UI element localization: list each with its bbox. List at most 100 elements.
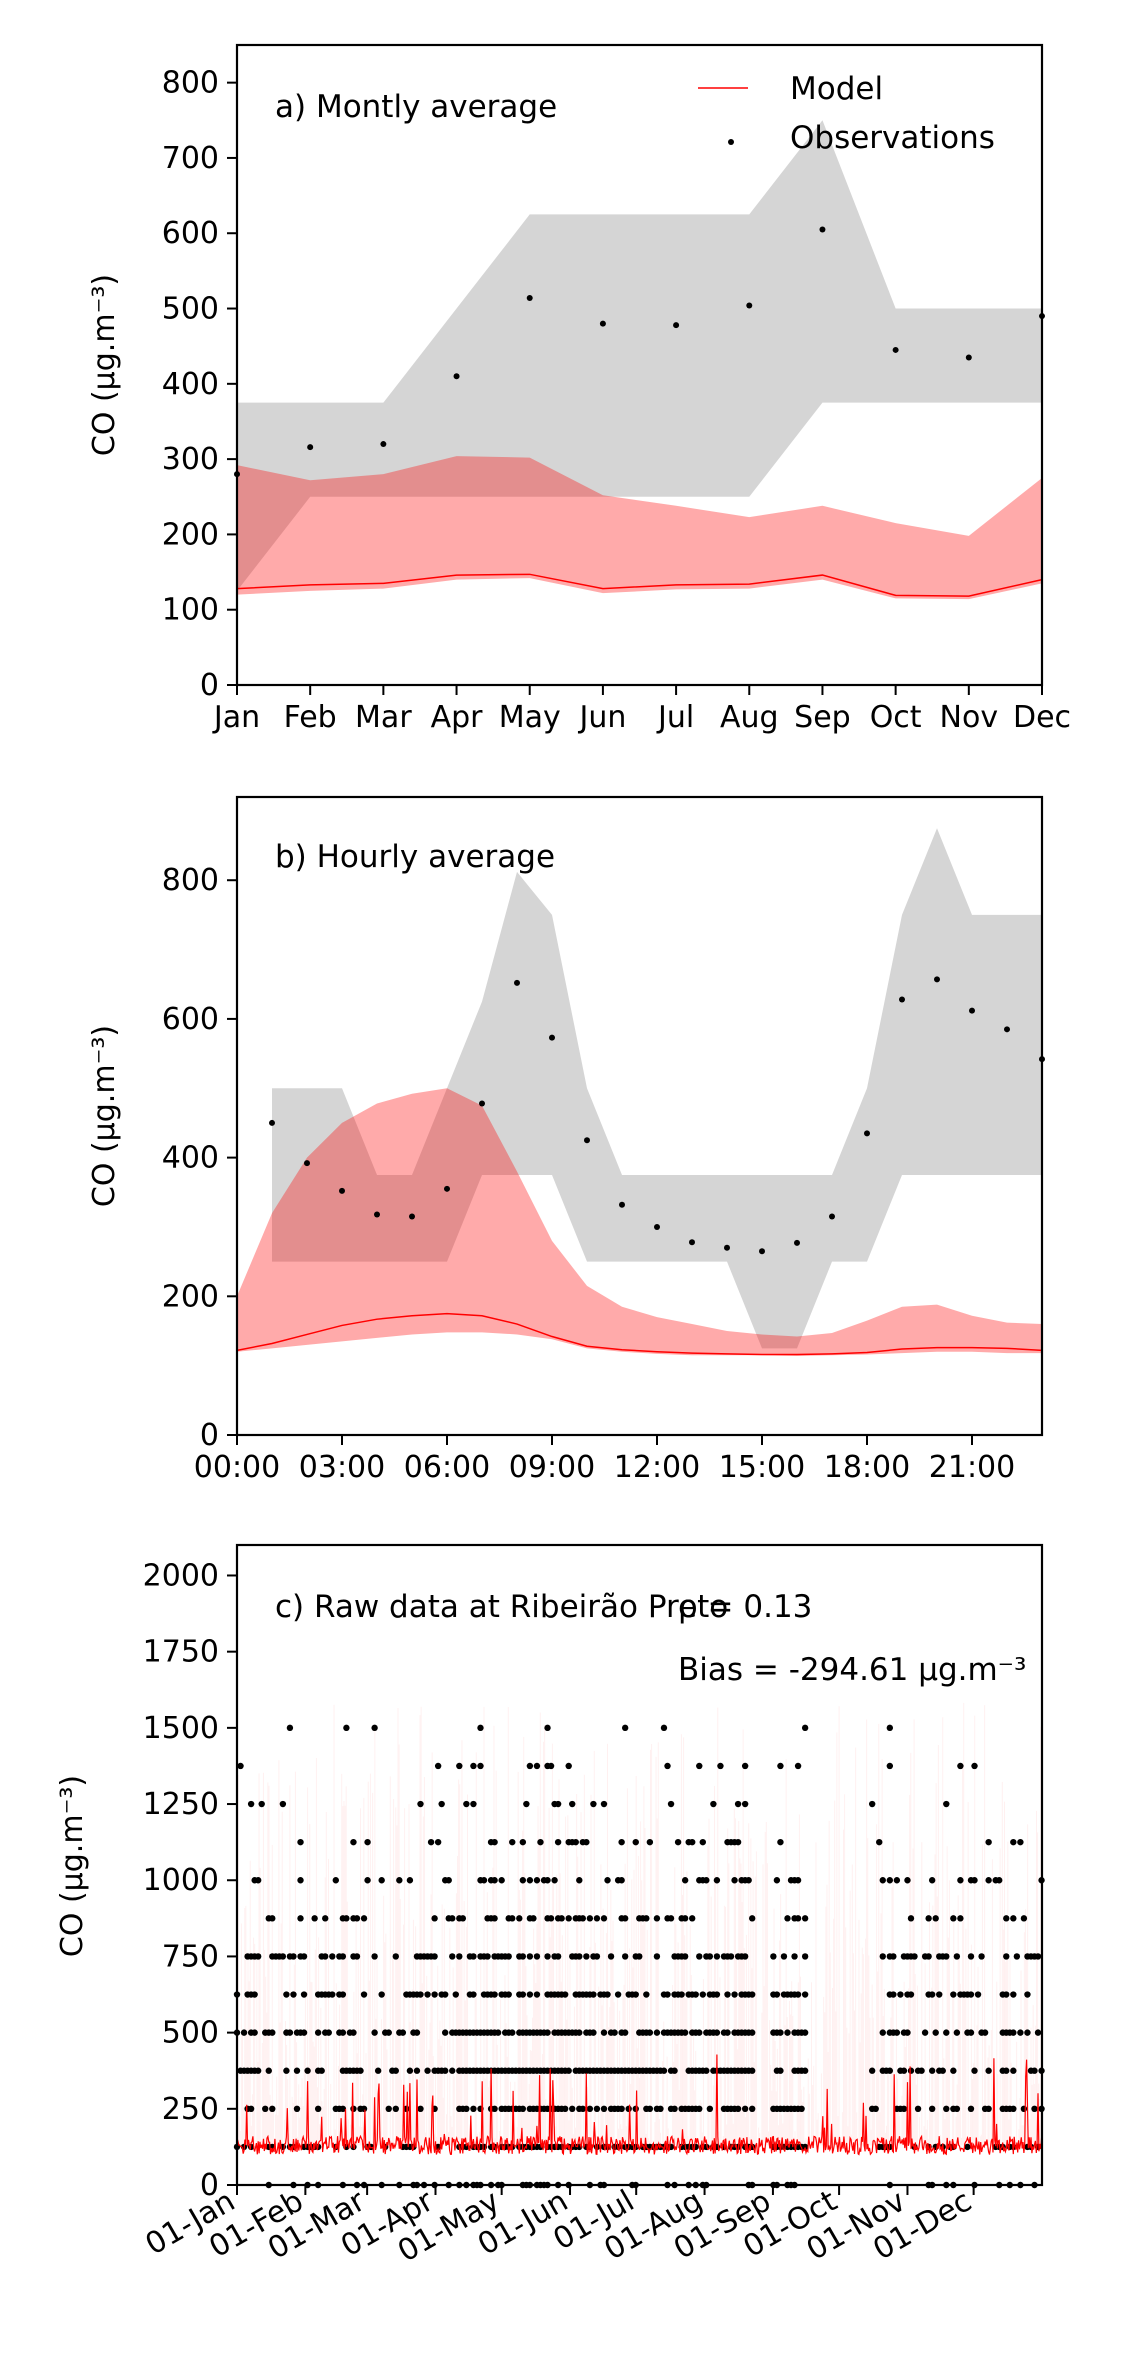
observation-point: [741, 1800, 749, 1808]
observation-point: [794, 1239, 800, 1246]
observation-point: [607, 1953, 615, 1960]
y-tick-label: 1250: [143, 1787, 219, 1822]
observation-point: [519, 1877, 527, 1884]
x-tick-label: 03:00: [299, 1450, 385, 1485]
legend-observations-label: Observations: [790, 120, 995, 156]
observation-point: [579, 1915, 587, 1922]
observation-point: [879, 1877, 886, 1884]
observation-point: [269, 2029, 276, 2036]
observation-point: [519, 1953, 527, 1960]
observation-point: [1031, 2067, 1038, 2074]
observation-point: [777, 2029, 784, 2036]
observation-point: [890, 1991, 897, 1998]
observation-point: [593, 1915, 601, 1922]
observation-point: [971, 1877, 978, 1884]
observation-point: [463, 2105, 470, 2113]
observation-point: [1017, 2029, 1024, 2036]
observation-point: [943, 1800, 950, 1808]
observation-point: [300, 2029, 308, 2036]
legend: Model Observations: [698, 71, 995, 156]
observation-point: [1017, 1838, 1024, 1846]
observation-point: [801, 2143, 809, 2151]
observation-point: [449, 1915, 456, 1922]
observation-point: [283, 1991, 290, 1998]
observation-point: [286, 1724, 294, 1732]
model-line: [236, 1312, 1043, 1356]
observation-point: [396, 1877, 403, 1884]
observation-point: [801, 2067, 809, 2074]
observation-point: [392, 2105, 399, 2113]
observation-point: [724, 2029, 731, 2036]
panel-raw-data: 02505007501000125015001750200001-Jan01-F…: [55, 1543, 1045, 2269]
observation-point: [600, 1800, 608, 1808]
observation-point: [300, 1991, 308, 1998]
observation-point: [964, 2143, 971, 2151]
observation-point: [600, 1915, 608, 1922]
correlation-label: ρ = 0.13: [678, 1589, 812, 1625]
model-range-band: [237, 456, 1042, 600]
observation-point: [519, 2105, 527, 2113]
observation-point: [749, 2029, 756, 2036]
observation-point: [360, 1991, 368, 1998]
observation-point: [1034, 2029, 1042, 2036]
observation-point: [371, 1953, 378, 1960]
observation-point: [950, 1915, 957, 1922]
observation-point: [703, 2067, 710, 2074]
observations-range-band: [237, 120, 1042, 591]
observation-point: [893, 1877, 901, 1884]
observation-point: [957, 1877, 964, 1884]
observation-point: [673, 322, 680, 329]
observation-point: [801, 2029, 809, 2036]
plot-area-hourly: [236, 828, 1045, 1356]
observation-point: [801, 1953, 809, 1960]
observation-point: [713, 1953, 721, 1960]
observation-point: [565, 1915, 572, 1922]
observation-point: [876, 1838, 883, 1846]
x-tick-label: Feb: [284, 700, 337, 735]
observation-point: [549, 1034, 555, 1041]
observation-point: [304, 1160, 310, 1167]
observation-point: [297, 1915, 304, 1922]
observation-point: [413, 2029, 421, 2036]
legend-observations-swatch: [728, 139, 734, 145]
observation-point: [646, 2029, 654, 2036]
observation-point: [371, 2029, 378, 2036]
observation-point: [1010, 1915, 1017, 1922]
observation-point: [360, 1915, 368, 1922]
observation-point: [364, 1877, 371, 1884]
observation-point: [770, 1953, 777, 1960]
y-axis-title-monthly: CO (μg.m⁻³): [87, 274, 122, 456]
observation-point: [696, 2029, 703, 2036]
observation-point: [431, 1915, 438, 1922]
observation-point: [892, 346, 899, 353]
observation-point: [444, 1185, 450, 1192]
observation-point: [621, 1724, 629, 1732]
observation-point: [514, 979, 520, 986]
observation-point: [907, 2067, 915, 2074]
observation-point: [380, 441, 387, 448]
observation-point: [332, 1877, 340, 1884]
observation-point: [526, 1953, 534, 1960]
observation-point: [681, 2029, 689, 2036]
observation-point: [950, 1991, 957, 1998]
observation-point: [599, 320, 606, 327]
observation-point: [794, 1915, 802, 1922]
plot-frame-hourly: [235, 795, 1044, 1437]
observation-point: [928, 1991, 936, 1998]
observation-point: [572, 1838, 579, 1846]
observation-point: [886, 1877, 894, 1884]
observation-point: [914, 2105, 922, 2113]
observation-point: [279, 1953, 287, 1960]
observation-point: [674, 1838, 682, 1846]
observation-point: [928, 1877, 936, 1884]
observation-point: [734, 1800, 742, 1808]
observation-point: [974, 1991, 982, 1998]
observation-point: [985, 1838, 992, 1846]
x-tick-label: May: [499, 700, 561, 735]
observation-point: [431, 1991, 438, 1998]
panel-c-title: c) Raw data at Ribeirão Preto: [275, 1589, 728, 1625]
observation-point: [561, 2105, 569, 2113]
y-tick-label: 1750: [143, 1635, 219, 1670]
observation-point: [907, 1991, 915, 1998]
observation-point: [329, 1953, 336, 1960]
